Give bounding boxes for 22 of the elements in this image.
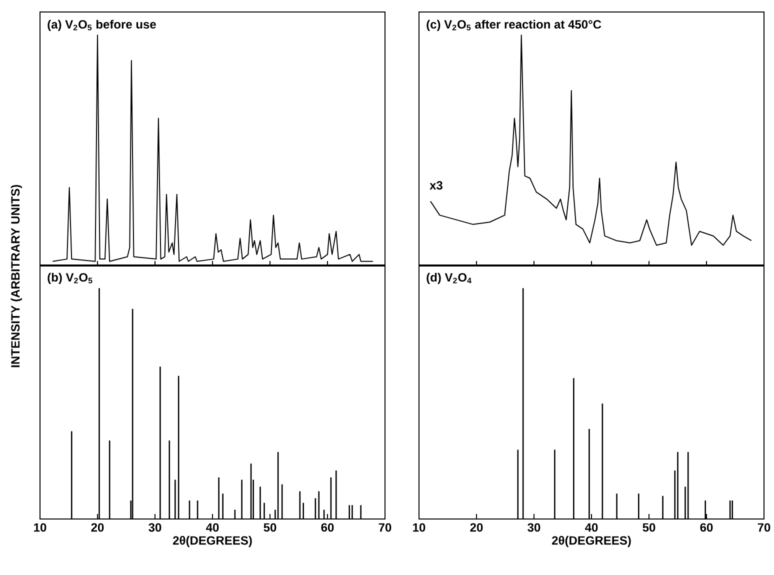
x-tick-label: 50 xyxy=(642,523,656,532)
chart-title: (a) V$_{2}$O$_{5}$ before use xyxy=(48,20,156,31)
annotation: x3 xyxy=(430,181,442,190)
x-tick-label: 50 xyxy=(264,523,276,532)
x-tick-label: 30 xyxy=(528,523,540,532)
x-axis-title: 2θ(DEGREES) xyxy=(552,536,631,548)
x-tick-label: 20 xyxy=(91,523,104,532)
chart-title: (c) V$_{2}$O$_{5}$ after reaction at 450°C xyxy=(426,20,602,31)
x-tick-label: 70 xyxy=(378,523,392,532)
chart-title: (d) V$_{2}$O$_{4}$ xyxy=(426,272,472,284)
chart-title: (b) V$_{2}$O$_{5}$ xyxy=(48,272,92,284)
x-tick-label: 60 xyxy=(321,523,334,532)
x-tick-label: 30 xyxy=(148,523,162,532)
x-tick-label: 10 xyxy=(413,523,426,532)
x-tick-label: 60 xyxy=(700,523,713,532)
x-tick-label: 10 xyxy=(34,523,46,532)
x-axis-title: 2θ(DEGREES) xyxy=(173,536,252,548)
x-tick-label: 20 xyxy=(470,523,483,532)
x-tick-label: 70 xyxy=(758,523,770,532)
y-axis-title: INTENSITY (ARBITRARY UNITS) xyxy=(10,184,22,368)
x-tick-label: 40 xyxy=(206,523,219,532)
x-tick-label: 40 xyxy=(585,523,598,532)
